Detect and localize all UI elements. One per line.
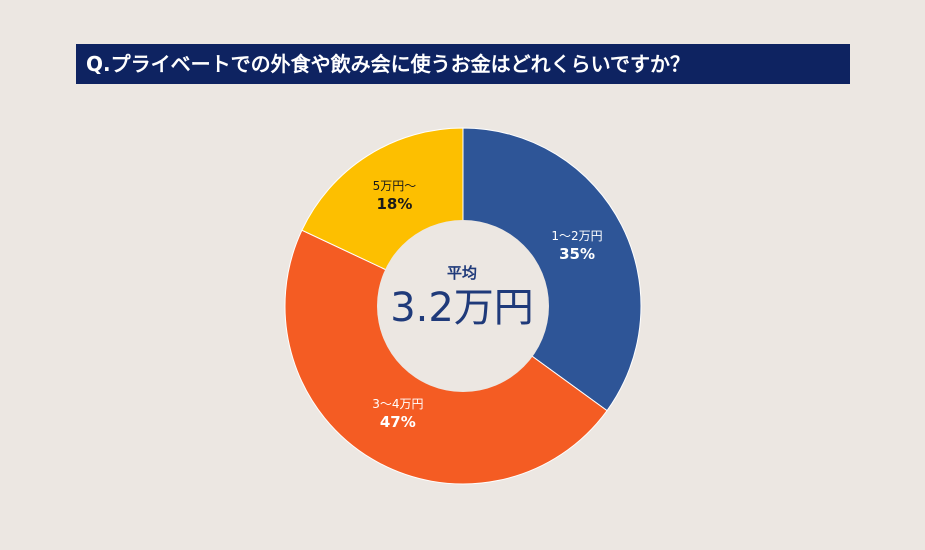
center-value: 3.2万円: [390, 285, 534, 331]
donut-hole: [377, 220, 549, 392]
slice-category-label: 5万円〜: [373, 179, 417, 193]
slice-value-label: 18%: [376, 195, 412, 213]
slice-category-label: 1〜2万円: [551, 229, 602, 243]
slice-value-label: 35%: [559, 245, 595, 263]
pie-slice: [462, 127, 642, 412]
slice-value-label: 47%: [380, 413, 416, 431]
slice-labels: 1〜2万円 35% 3〜4万円 47% 5万円〜 18%: [372, 179, 602, 431]
chart-title: Q.プライベートでの外食や飲み会に使うお金はどれくらいですか？: [76, 44, 850, 84]
slice-category-label: 3〜4万円: [372, 397, 423, 411]
center-caption: 平均: [446, 264, 477, 282]
center-summary: 平均 3.2万円: [358, 262, 566, 331]
